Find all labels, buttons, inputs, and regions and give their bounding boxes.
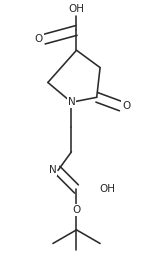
Text: OH: OH [69, 4, 84, 14]
Text: O: O [35, 34, 43, 44]
Text: N: N [49, 166, 56, 175]
Text: O: O [122, 101, 130, 111]
Text: O: O [72, 205, 81, 215]
Text: N: N [68, 97, 75, 107]
Text: OH: OH [99, 184, 115, 194]
